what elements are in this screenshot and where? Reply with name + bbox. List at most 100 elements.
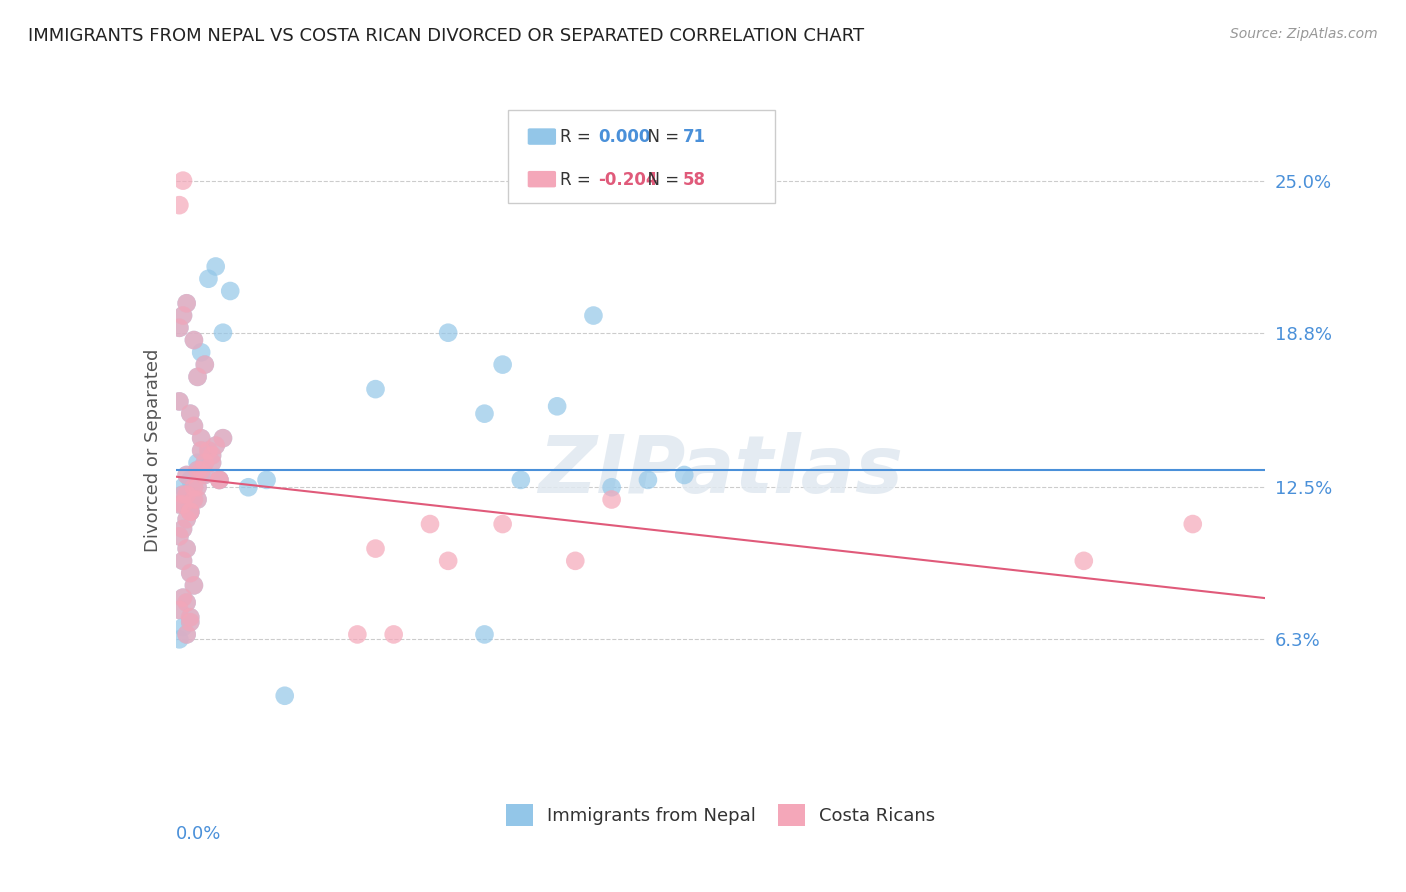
Point [172, 620, 194, 634]
Point [169, 394, 191, 409]
Point [183, 578, 205, 592]
Point [208, 473, 231, 487]
Point [172, 498, 194, 512]
Point [474, 407, 496, 421]
Point [186, 369, 209, 384]
Point [176, 541, 198, 556]
Point [186, 492, 209, 507]
Text: IMMIGRANTS FROM NEPAL VS COSTA RICAN DIVORCED OR SEPARATED CORRELATION CHART: IMMIGRANTS FROM NEPAL VS COSTA RICAN DIV… [28, 27, 865, 45]
Text: N =: N = [637, 128, 685, 146]
Point [509, 473, 531, 487]
Text: Source: ZipAtlas.com: Source: ZipAtlas.com [1230, 27, 1378, 41]
Point [197, 443, 219, 458]
Point [219, 284, 242, 298]
Point [176, 487, 198, 501]
Point [190, 443, 212, 458]
Point [208, 473, 231, 487]
Point [179, 610, 201, 624]
Point [179, 505, 201, 519]
Point [179, 566, 201, 581]
Point [197, 271, 219, 285]
Point [194, 467, 217, 482]
Point [172, 591, 194, 605]
Text: R =: R = [561, 128, 596, 146]
Point [190, 443, 212, 458]
Text: 0.000: 0.000 [599, 128, 651, 146]
Point [364, 541, 387, 556]
Point [179, 473, 201, 487]
Legend: Immigrants from Nepal, Costa Ricans: Immigrants from Nepal, Costa Ricans [499, 797, 942, 833]
Point [169, 632, 191, 647]
Point [179, 407, 201, 421]
Point [190, 463, 212, 477]
Point [204, 439, 226, 453]
Point [186, 456, 209, 470]
Point [190, 345, 212, 359]
Y-axis label: Divorced or Separated: Divorced or Separated [143, 349, 162, 552]
Point [169, 321, 191, 335]
Point [176, 596, 198, 610]
Point [183, 419, 205, 434]
Point [183, 333, 205, 347]
Point [176, 467, 198, 482]
Point [172, 309, 194, 323]
Point [179, 505, 201, 519]
Point [190, 431, 212, 445]
Point [176, 627, 198, 641]
Point [190, 467, 212, 482]
Text: ZIPatlas: ZIPatlas [538, 432, 903, 510]
Point [190, 463, 212, 477]
Point [474, 627, 496, 641]
Point [186, 480, 209, 494]
Point [364, 382, 387, 396]
Text: R =: R = [561, 171, 596, 189]
Point [183, 419, 205, 434]
Point [600, 492, 623, 507]
Point [600, 480, 623, 494]
Point [183, 492, 205, 507]
Point [564, 554, 586, 568]
Point [437, 554, 460, 568]
Point [673, 467, 696, 482]
Point [183, 333, 205, 347]
Point [172, 554, 194, 568]
Point [212, 431, 235, 445]
Point [201, 456, 224, 470]
Point [169, 498, 191, 512]
Text: -0.204: -0.204 [599, 171, 658, 189]
Point [256, 473, 278, 487]
Point [194, 358, 217, 372]
Point [204, 439, 226, 453]
Point [204, 260, 226, 274]
Text: 58: 58 [682, 171, 706, 189]
Point [274, 689, 297, 703]
Point [208, 473, 231, 487]
Point [179, 505, 201, 519]
Point [186, 369, 209, 384]
Point [176, 296, 198, 310]
Point [172, 522, 194, 536]
Point [179, 407, 201, 421]
FancyBboxPatch shape [508, 111, 775, 203]
Point [186, 463, 209, 477]
Point [186, 480, 209, 494]
Point [172, 522, 194, 536]
Point [169, 603, 191, 617]
Point [169, 529, 191, 543]
Point [346, 627, 368, 641]
Point [172, 591, 194, 605]
Point [169, 529, 191, 543]
Point [179, 615, 201, 630]
Point [201, 456, 224, 470]
Point [194, 456, 217, 470]
Point [212, 431, 235, 445]
Point [194, 467, 217, 482]
Point [212, 326, 235, 340]
Point [176, 596, 198, 610]
Point [186, 492, 209, 507]
Text: 71: 71 [682, 128, 706, 146]
Point [492, 358, 515, 372]
Point [176, 541, 198, 556]
Point [179, 505, 201, 519]
Point [194, 358, 217, 372]
